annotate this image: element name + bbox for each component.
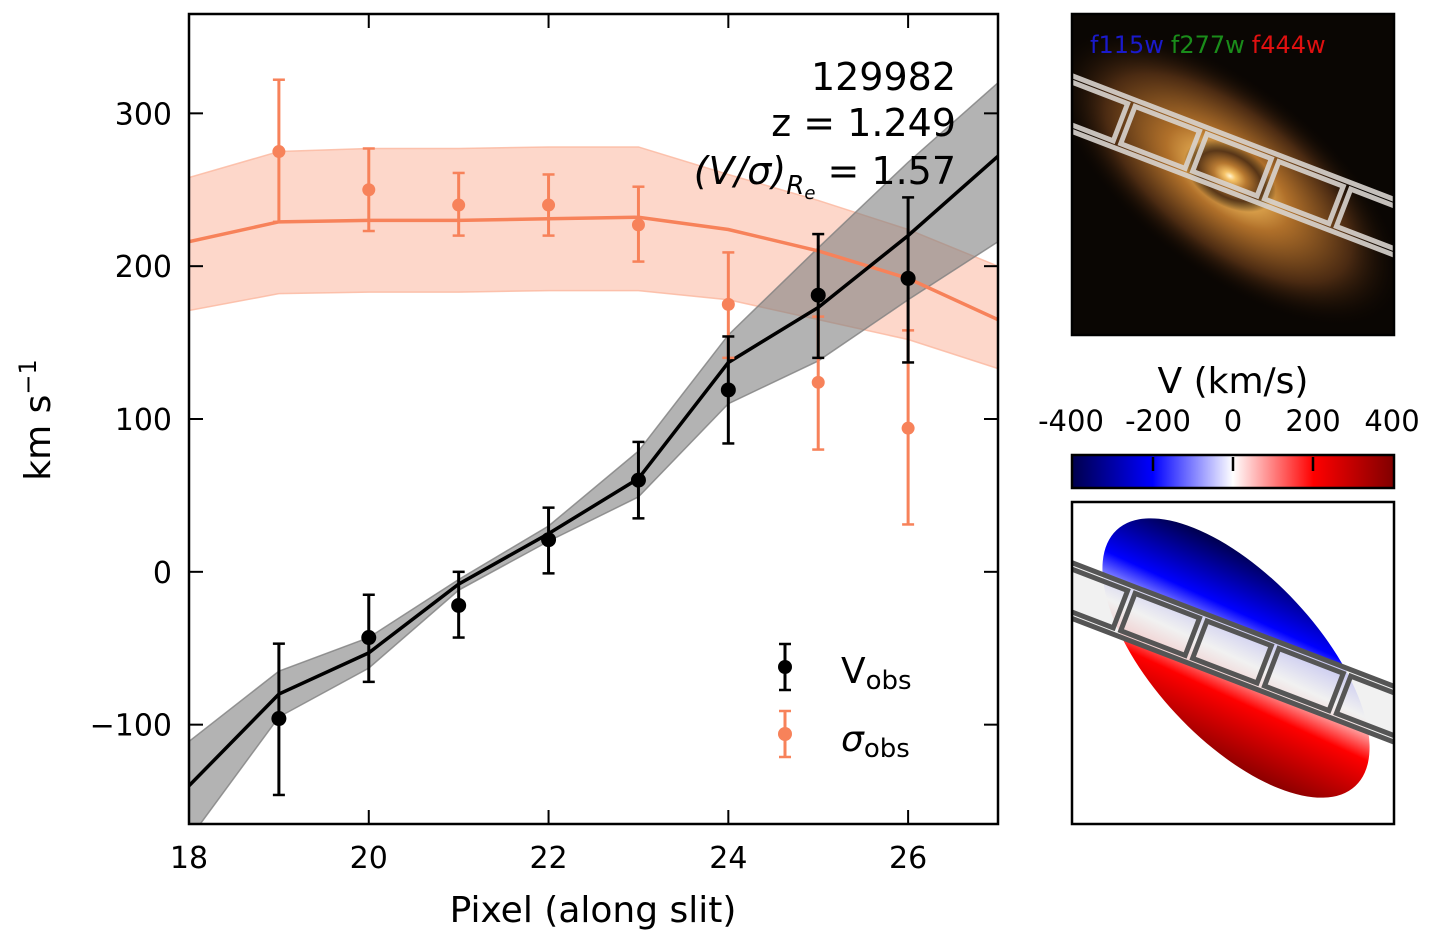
sigma_obs-marker bbox=[452, 198, 466, 212]
V_obs-point bbox=[271, 642, 287, 797]
redshift-label: z = 1.249 bbox=[771, 101, 956, 145]
y-tick-label: −100 bbox=[90, 709, 172, 744]
legend: Vobs σobs bbox=[778, 642, 912, 764]
slit-aperture bbox=[1261, 645, 1347, 714]
sigma_obs-point bbox=[631, 185, 645, 263]
v-sigma-sub: R bbox=[786, 171, 804, 201]
V_model-band bbox=[189, 81, 998, 824]
slit-aperture bbox=[1261, 158, 1347, 227]
colorbar-tick-label: 400 bbox=[1364, 404, 1419, 438]
colorbar-tick-label: 200 bbox=[1285, 404, 1340, 438]
y-tick-label: 200 bbox=[115, 250, 172, 285]
V_obs-marker bbox=[900, 270, 916, 286]
V_obs-marker bbox=[630, 472, 646, 488]
legend-v-sub: obs bbox=[866, 666, 912, 696]
slit-group bbox=[1072, 502, 1394, 821]
sigma_obs-marker bbox=[901, 421, 915, 435]
sigma_obs-marker bbox=[631, 218, 645, 232]
plot-area bbox=[189, 78, 998, 824]
sigma_obs-marker bbox=[721, 297, 735, 311]
legend-sigma-marker bbox=[778, 727, 792, 741]
velocity-map-panel bbox=[1070, 500, 1396, 826]
V_obs-marker bbox=[361, 630, 377, 646]
filter-label-f115w: f115w bbox=[1090, 31, 1164, 59]
slit-aperture bbox=[1117, 590, 1203, 659]
slit-aperture bbox=[1333, 185, 1394, 255]
V_obs-marker bbox=[271, 711, 287, 727]
legend-v-main: V bbox=[841, 651, 866, 692]
V_obs-point bbox=[810, 232, 826, 360]
slit-aperture bbox=[1072, 75, 1131, 145]
V_obs-point bbox=[361, 593, 377, 684]
filter-label-f444w: f444w bbox=[1252, 31, 1326, 59]
colorbar-tick-label: -200 bbox=[1125, 404, 1191, 438]
v-sigma-value: = 1.57 bbox=[815, 149, 956, 193]
x-tick-label: 20 bbox=[350, 841, 388, 876]
V_obs-point bbox=[451, 570, 467, 639]
v-sigma-prefix: (V/σ) bbox=[694, 149, 787, 193]
sigma_obs-point bbox=[362, 147, 376, 233]
x-tick-label: 24 bbox=[709, 841, 747, 876]
y-tick-label: 100 bbox=[115, 403, 172, 438]
sigma_obs-marker bbox=[811, 375, 825, 389]
slit-aperture bbox=[1072, 562, 1131, 632]
sigma_obs-point bbox=[542, 173, 556, 237]
v-sigma-label: (V/σ)Re = 1.57 bbox=[694, 149, 956, 204]
colorbar-tick-label: -400 bbox=[1038, 404, 1104, 438]
rgb-image-panel: f115w f277w f444w bbox=[1070, 12, 1396, 337]
y-tick-label: 300 bbox=[115, 97, 172, 132]
y-tick-label: 0 bbox=[153, 556, 172, 591]
slit-aperture bbox=[1333, 672, 1394, 742]
slit-overlay bbox=[1072, 14, 1394, 334]
legend-sigma-main: σ bbox=[841, 719, 865, 760]
colorbar: V (km/s) -400 -200 0 200 400 bbox=[1038, 361, 1420, 490]
sigma_obs-point bbox=[452, 171, 466, 237]
V_obs-marker bbox=[720, 382, 736, 398]
slit-aperture bbox=[1189, 130, 1275, 200]
image-frame bbox=[1070, 12, 1396, 337]
V_obs-marker bbox=[541, 532, 557, 548]
filter-label-f277w: f277w bbox=[1171, 31, 1245, 59]
galaxy-id-label: 129982 bbox=[811, 55, 956, 99]
slit-strip bbox=[1072, 14, 1394, 334]
V_obs-marker bbox=[810, 287, 826, 303]
velocity-map-frame bbox=[1070, 500, 1396, 826]
sigma_obs-marker bbox=[362, 183, 376, 197]
sigma_model-line bbox=[189, 215, 998, 322]
V_obs-point bbox=[630, 440, 646, 520]
slit-strip bbox=[1072, 502, 1394, 821]
legend-sigma-label: σobs bbox=[841, 719, 910, 764]
V_obs-marker bbox=[451, 597, 467, 613]
slit-group bbox=[1072, 14, 1394, 334]
V_obs-point bbox=[541, 506, 557, 575]
x-axis-label: Pixel (along slit) bbox=[450, 890, 737, 931]
x-tick-label: 18 bbox=[170, 841, 208, 876]
V_model-line bbox=[189, 154, 998, 788]
colorbar-gradient bbox=[1070, 453, 1396, 490]
slit-aperture bbox=[1117, 103, 1203, 172]
x-tick-label: 26 bbox=[889, 841, 927, 876]
legend-v-marker bbox=[778, 660, 792, 674]
sigma_obs-marker bbox=[272, 145, 286, 159]
V_obs-point bbox=[720, 335, 736, 445]
slit-aperture bbox=[1189, 617, 1275, 687]
sigma_obs-marker bbox=[542, 198, 556, 212]
legend-sigma-sub: obs bbox=[864, 734, 910, 764]
y-axis-label: km s−1 bbox=[14, 359, 59, 481]
legend-v-label: Vobs bbox=[841, 651, 912, 696]
V_obs-point bbox=[900, 196, 916, 364]
colorbar-title: V (km/s) bbox=[1158, 361, 1309, 402]
slit-overlay-vmap bbox=[1072, 502, 1394, 821]
v-sigma-subsub: e bbox=[804, 183, 815, 204]
colorbar-tick-label: 0 bbox=[1224, 404, 1242, 438]
legend-entry-v-obs: Vobs bbox=[778, 642, 912, 696]
x-tick-label: 22 bbox=[529, 841, 567, 876]
filter-labels: f115w f277w f444w bbox=[1090, 31, 1326, 59]
legend-entry-sigma-obs: σobs bbox=[778, 709, 910, 764]
sigma_obs-point bbox=[272, 78, 286, 224]
